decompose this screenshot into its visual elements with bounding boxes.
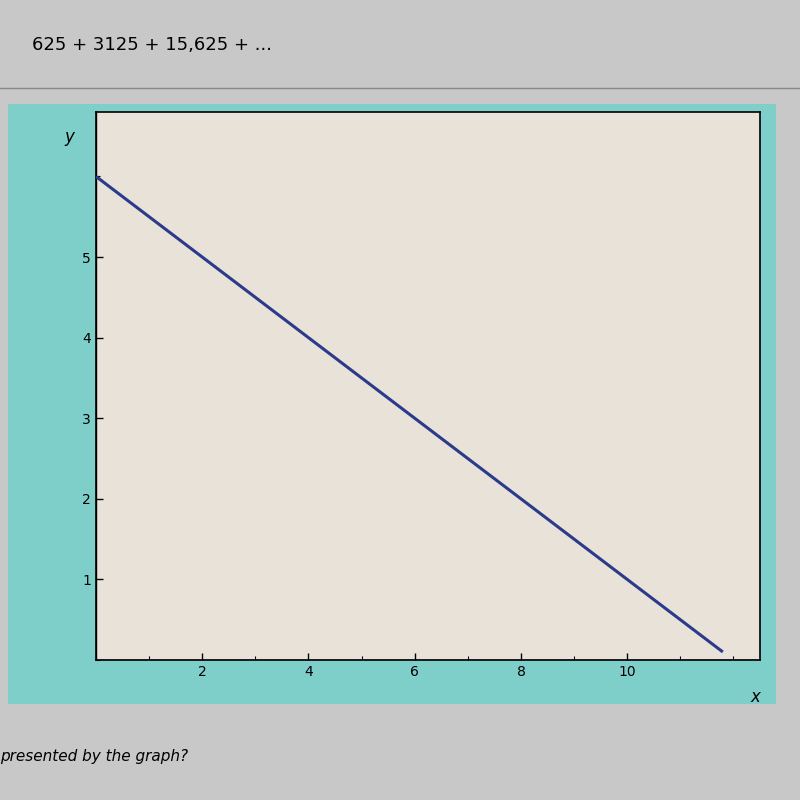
- Text: y: y: [65, 129, 74, 146]
- Text: 625 + 3125 + 15,625 + ...: 625 + 3125 + 15,625 + ...: [32, 36, 272, 54]
- Text: x: x: [750, 688, 760, 706]
- Text: presented by the graph?: presented by the graph?: [0, 749, 188, 764]
